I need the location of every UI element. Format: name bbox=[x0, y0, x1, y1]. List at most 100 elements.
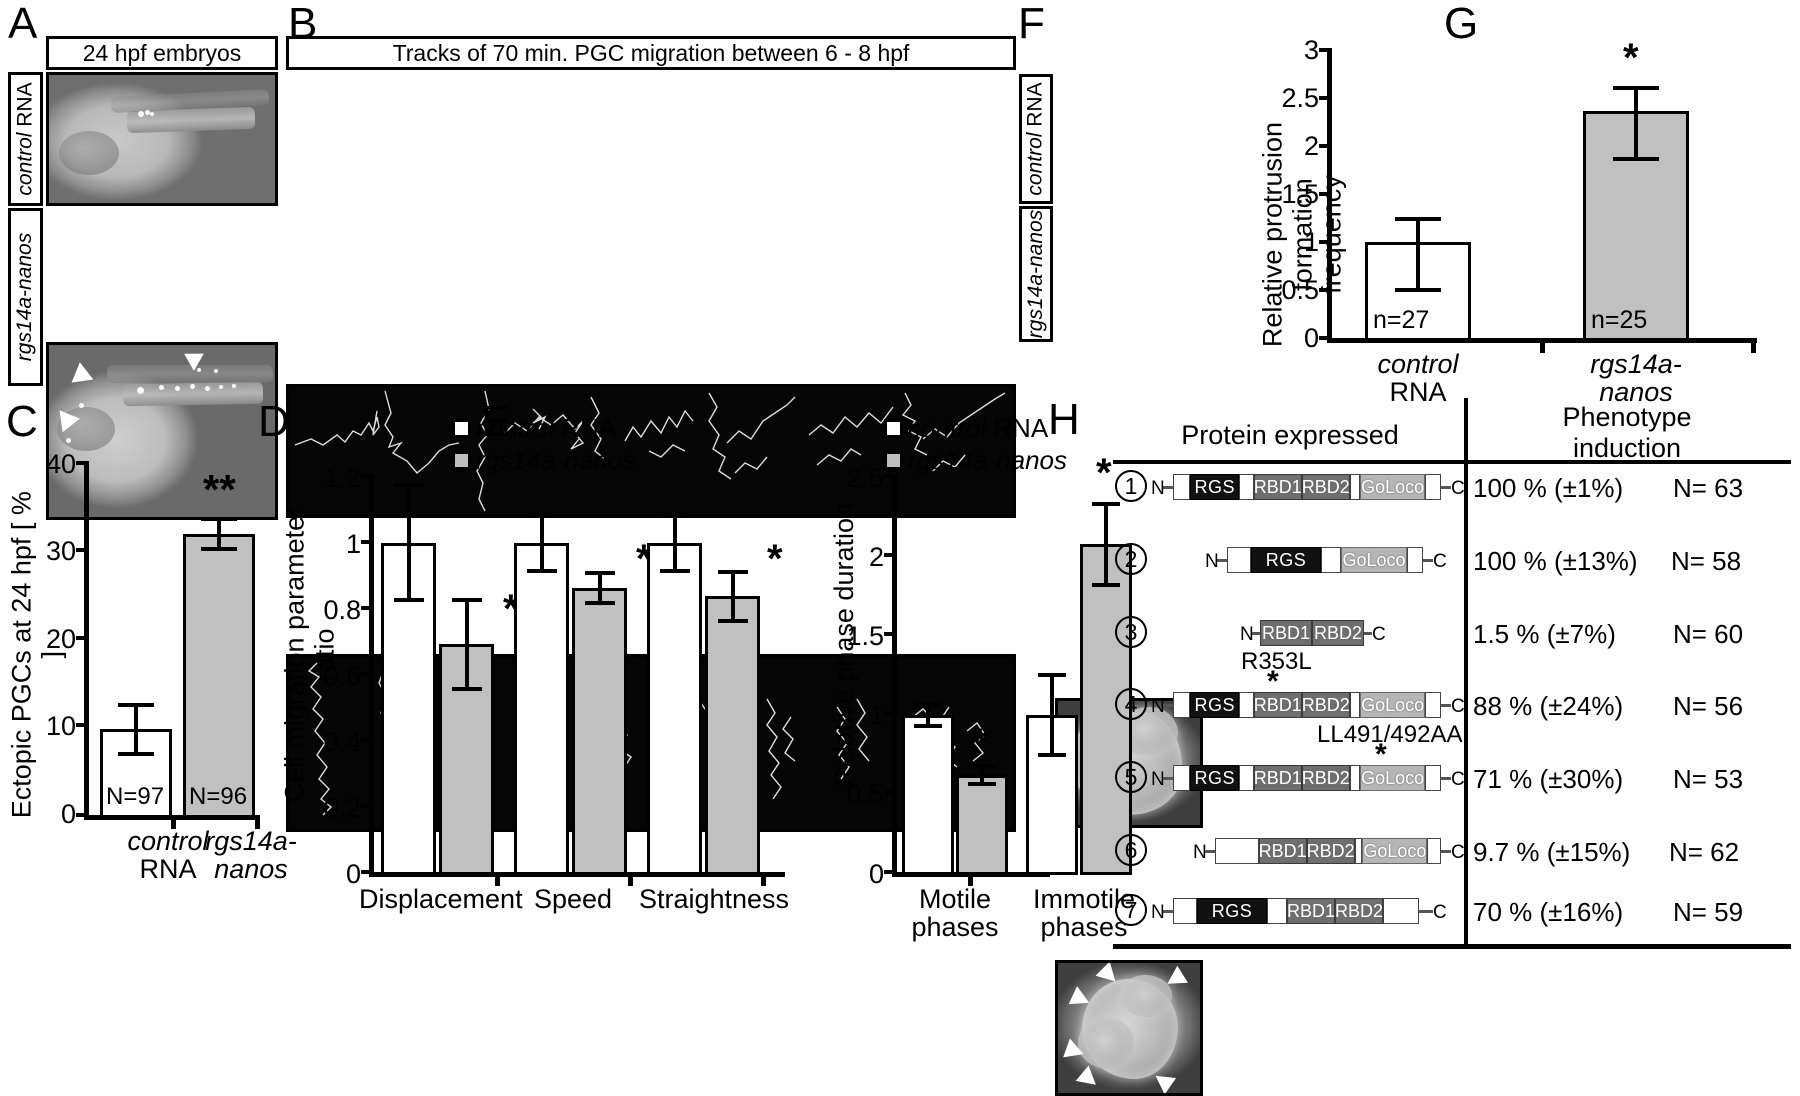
panel-h-row-2-percent: 100 % (±13%) bbox=[1473, 546, 1638, 576]
panel-g-ytick-1-5: 1.5 bbox=[1281, 179, 1319, 209]
panel-h-row-5-percent: 71 % (±30%) bbox=[1473, 764, 1624, 794]
panel-g-ytick-0-5: 0.5 bbox=[1281, 275, 1319, 305]
panel-h-row-2-cterm: C bbox=[1433, 551, 1447, 572]
legend-swatch-white-icon bbox=[452, 419, 471, 439]
panel-h-row-5-construct: RGS RBD1 RBD2 GoLoco bbox=[1173, 765, 1441, 791]
panel-g-significance-star: * bbox=[1623, 36, 1639, 80]
panel-g-bar-rgs14a-n: n=25 bbox=[1591, 306, 1648, 334]
panel-g-ytick-2: 2 bbox=[1303, 131, 1319, 161]
panel-h-vertical-rule bbox=[1464, 398, 1468, 946]
panel-e-bar-motile-control bbox=[902, 715, 954, 875]
panel-h-row-1-cterm: C bbox=[1451, 478, 1465, 499]
panel-e-letter: E bbox=[481, 397, 511, 446]
arrowhead-icon bbox=[71, 362, 98, 390]
panel-h-row-1-N: N= 63 bbox=[1673, 473, 1744, 503]
panel-h-row-1-nterm: N bbox=[1151, 478, 1165, 499]
panel-h-row-4-percent: 88 % (±24%) bbox=[1473, 691, 1624, 721]
panel-g-errorbar-control bbox=[1365, 217, 1471, 292]
panel-f-image-rgs14a bbox=[1055, 960, 1203, 1096]
panel-e-ytick-0-5: 0.5 bbox=[846, 779, 884, 809]
panel-h-row-4-nterm: N bbox=[1151, 696, 1165, 717]
panel-c-xlabel-control: control RNA bbox=[127, 826, 209, 885]
panel-d-errorbar-speed-control bbox=[514, 513, 569, 573]
panel-c-bar-control-n: N=97 bbox=[106, 783, 165, 810]
panel-h-row-3-percent: 1.5 % (±7%) bbox=[1473, 619, 1616, 649]
panel-f-row-label-control: control RNA bbox=[1019, 74, 1053, 204]
panel-d-ytick-0-2: 0.2 bbox=[323, 793, 361, 823]
panel-e-legend-item-rgs14a: rgs14a-nanos bbox=[884, 445, 1067, 477]
panel-h-row-5-mutation-label: LL491/492AA bbox=[1317, 721, 1463, 748]
panel-a-row-label-control: control RNA bbox=[8, 72, 43, 206]
panel-h-row-5-N: N= 53 bbox=[1673, 764, 1744, 794]
panel-d-ytick-0-6: 0.6 bbox=[323, 661, 361, 691]
panel-e-y-axis bbox=[892, 476, 897, 876]
panel-h-row-6-construct: RBD1 RBD2 GoLoco bbox=[1215, 838, 1441, 864]
panel-e-ytick-2-5: 2.5 bbox=[846, 463, 884, 493]
panel-h-row-3-cterm: C bbox=[1372, 624, 1386, 645]
panel-d-legend-item-rgs14a: rgs14a-nanos bbox=[452, 445, 635, 477]
panel-c-significance-star: ** bbox=[203, 466, 236, 513]
arrowhead-icon bbox=[59, 407, 82, 433]
panel-h-row-2-N: N= 58 bbox=[1671, 546, 1742, 576]
panel-h-row-3-N: N= 60 bbox=[1673, 619, 1744, 649]
panel-h-row-4-construct: RGS RBD1 RBD2 GoLoco bbox=[1173, 692, 1441, 718]
panel-a-image-control bbox=[46, 72, 278, 206]
panel-h-row-5-number: 5 bbox=[1115, 761, 1147, 793]
panel-e-legend-item-control: control RNA bbox=[884, 413, 1067, 445]
panel-h-row-7-construct: RGS RBD1 RBD2 bbox=[1173, 898, 1419, 924]
panel-h-row-6-N: N= 62 bbox=[1669, 837, 1740, 867]
panel-d-xlabel-displacement: Displacement bbox=[359, 884, 523, 914]
panel-d-letter: D bbox=[258, 397, 290, 446]
panel-e-errorbar-immotile-control bbox=[1026, 673, 1078, 757]
panel-h-bottom-rule bbox=[1113, 944, 1791, 949]
panel-h-col-phenotype: Phenotype induction bbox=[1562, 402, 1692, 464]
panel-e-chart: Relative phase duration 2.5 2 1.5 1 0.5 … bbox=[790, 453, 1135, 963]
panel-d-ytick-0-8: 0.8 bbox=[323, 595, 361, 625]
panel-c-x-axis bbox=[84, 815, 260, 820]
panel-h-row-7-number: 7 bbox=[1115, 894, 1147, 926]
panel-g-x-axis bbox=[1327, 338, 1757, 343]
panel-d-xlabel-speed: Speed bbox=[533, 884, 613, 914]
legend-swatch-white-icon bbox=[884, 419, 903, 439]
panel-e-star-motile: * bbox=[972, 721, 988, 765]
panel-h-row-1-percent: 100 % (±1%) bbox=[1473, 473, 1624, 503]
panel-e-ytick-1-5: 1.5 bbox=[846, 621, 884, 651]
panel-h-row-4-number: 4 bbox=[1115, 688, 1147, 720]
panel-e-ytick-0: 0 bbox=[868, 859, 884, 889]
panel-d-errorbar-speed-rgs14a bbox=[572, 571, 627, 605]
panel-d-errorbar-straightness-control bbox=[647, 513, 702, 573]
panel-d-ytick-1-2: 1.2 bbox=[323, 463, 361, 493]
panel-g-ytick-0: 0 bbox=[1303, 323, 1319, 353]
panel-h-row-6-nterm: N bbox=[1193, 842, 1207, 863]
panel-d-errorbar-displacement-control bbox=[381, 483, 436, 602]
panel-c-ytick-30: 30 bbox=[45, 536, 76, 566]
panel-d-ytick-0-4: 0.4 bbox=[323, 727, 361, 757]
panel-h-top-rule bbox=[1113, 460, 1791, 464]
panel-c-bar-rgs14a-n: N=96 bbox=[189, 783, 248, 810]
panel-h-row-1-construct: RGS RBD1 RBD2 GoLoco bbox=[1173, 474, 1441, 500]
panel-e-legend: control RNA rgs14a-nanos bbox=[884, 413, 1067, 476]
panel-d-ytick-0: 0 bbox=[345, 859, 361, 889]
panel-c-chart: Ectopic PGCs at 24 hpf [ % ] 40 30 20 10… bbox=[0, 451, 296, 963]
panel-g-xlabel-control: control RNA bbox=[1377, 349, 1459, 408]
panel-h-row-6-number: 6 bbox=[1115, 834, 1147, 866]
panel-c-y-axis bbox=[84, 463, 89, 819]
panel-d-legend: control RNA rgs14a-nanos bbox=[452, 413, 635, 476]
panel-f-row-label-rgs14a: rgs14a-nanos bbox=[1019, 206, 1053, 342]
panel-d-errorbar-straightness-rgs14a bbox=[705, 570, 760, 623]
panel-e-star-immotile: * bbox=[1096, 451, 1112, 495]
panel-h-row-6-cterm: C bbox=[1451, 842, 1465, 863]
panel-g-ytick-2-5: 2.5 bbox=[1281, 83, 1319, 113]
panel-h-row-7-N: N= 59 bbox=[1673, 897, 1744, 927]
panel-h-row-7-cterm: C bbox=[1433, 902, 1447, 923]
panel-h-row-2-number: 2 bbox=[1115, 543, 1147, 575]
panel-h-row-3-nterm: N bbox=[1240, 624, 1254, 645]
panel-e-xlabel-motile: Motile phases bbox=[911, 884, 999, 943]
panel-d-xlabel-straightness: Straightness bbox=[638, 884, 790, 914]
panel-h-row-4-cterm: C bbox=[1451, 696, 1465, 717]
panel-g-bar-control-n: n=27 bbox=[1373, 306, 1430, 334]
legend-swatch-gray-icon bbox=[884, 451, 903, 471]
panel-d-ytick-1: 1 bbox=[345, 529, 361, 559]
panel-h-row-5-nterm: N bbox=[1151, 769, 1165, 790]
panel-c-ytick-10: 10 bbox=[45, 711, 76, 741]
